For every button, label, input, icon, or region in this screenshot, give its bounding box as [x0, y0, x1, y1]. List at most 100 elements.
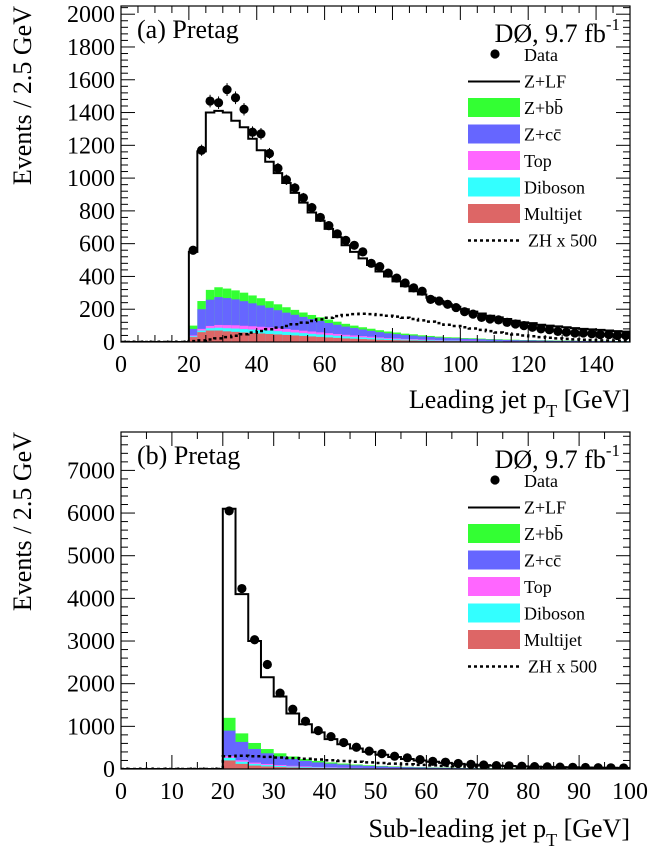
data-point [460, 307, 469, 316]
data-point [256, 129, 265, 138]
x-tick-label: 0 [115, 352, 127, 378]
x-tick-label: 40 [313, 779, 337, 805]
legend-label: Z+LF [524, 72, 566, 92]
bar-multijet [265, 334, 273, 342]
legend-label: Z+cc̄ [524, 551, 561, 571]
x-axis-title-main: Sub-leading jet p [368, 814, 546, 843]
y-tick-label: 0 [103, 757, 115, 783]
y-axis-title: Events / 2.5 GeV [8, 432, 37, 611]
data-point [519, 321, 528, 330]
data-point [307, 203, 316, 212]
data-point [326, 732, 335, 741]
data-point [418, 287, 427, 296]
data-point [231, 93, 240, 102]
legend-swatch [468, 178, 520, 197]
data-point [409, 283, 418, 292]
legend-label: Z+cc̄ [524, 125, 561, 145]
y-tick-label: 1000 [67, 166, 115, 192]
bar-z-lf [435, 301, 443, 342]
legend-item-zh-x-500: ZH x 500 [468, 231, 597, 251]
x-tick-label: 80 [380, 352, 404, 378]
data-point [341, 236, 350, 245]
x-axis-title: Sub-leading jet pT [GeV] [368, 814, 630, 850]
data-point [339, 738, 348, 747]
data-point [189, 246, 198, 255]
y-tick-label: 2000 [67, 672, 115, 698]
data-point [299, 193, 308, 202]
bar-z-lf [426, 298, 434, 342]
data-point [606, 763, 615, 772]
data-point [545, 325, 554, 334]
legend-item-data: Data [490, 471, 558, 491]
bar-multijet [308, 336, 316, 342]
x-tick-label: 0 [115, 779, 127, 805]
x-tick-label: 100 [442, 352, 478, 378]
bar-multijet [223, 760, 236, 769]
data-point [426, 295, 435, 304]
experiment-label-main: DØ, 9.7 fb [495, 445, 606, 474]
legend-label: Multijet [524, 630, 582, 650]
legend-item-z-lf: Z+LF [468, 498, 566, 518]
data-point [543, 762, 552, 771]
x-tick-label: 50 [364, 779, 388, 805]
data-point [214, 98, 223, 107]
data-point [350, 241, 359, 250]
data-point [250, 635, 259, 644]
legend-label: Diboson [524, 604, 585, 624]
data-point [553, 327, 562, 336]
legend-swatch [468, 524, 520, 543]
y-tick-label: 0 [103, 330, 115, 356]
data-point [468, 310, 477, 319]
x-axis-title-unit: [GeV] [557, 814, 630, 843]
legend-marker [490, 475, 499, 484]
y-tick-label: 3000 [67, 629, 115, 655]
bar-multijet [214, 331, 222, 342]
data-point [536, 324, 545, 333]
y-tick-label: 6000 [67, 501, 115, 527]
panel-label: (a) Pretag [137, 15, 239, 44]
legend-item-top: Top [468, 151, 552, 171]
y-tick-label: 800 [79, 199, 115, 225]
data-point [316, 213, 325, 222]
legend-item-z-cc-: Z+cc̄ [468, 125, 561, 145]
data-point [275, 688, 284, 697]
data-point [511, 319, 520, 328]
legend-label: Data [524, 471, 558, 491]
legend-swatch [468, 551, 520, 570]
data-point [613, 331, 622, 340]
data-point [358, 247, 367, 256]
data-point [435, 296, 444, 305]
data-point [288, 705, 297, 714]
legend-item-top: Top [468, 577, 552, 597]
x-axis-title-sub: T [546, 830, 557, 850]
data-point [528, 323, 537, 332]
data-point [282, 175, 291, 184]
bar-multijet [316, 337, 324, 342]
bar-z-lf [443, 304, 451, 342]
x-tick-label: 60 [313, 352, 337, 378]
legend-marker [490, 49, 499, 58]
y-tick-label: 1600 [67, 68, 115, 94]
data-point [352, 743, 361, 752]
bar-multijet [257, 333, 265, 342]
x-axis-title-unit: [GeV] [557, 385, 630, 414]
bar-multijet [274, 334, 282, 342]
legend-item-z-cc-: Z+cc̄ [468, 551, 561, 571]
data-point [443, 300, 452, 309]
legend-swatch [468, 204, 520, 223]
data-point [197, 146, 206, 155]
data-point [494, 315, 503, 324]
legend-label: Diboson [524, 178, 585, 198]
data-point [384, 269, 393, 278]
legend-item-zh-x-500: ZH x 500 [468, 657, 597, 677]
x-tick-label: 70 [465, 779, 489, 805]
x-axis-title-main: Leading jet p [409, 385, 546, 414]
experiment-label-sup: -1 [606, 15, 620, 34]
data-point [454, 759, 463, 768]
data-point [587, 329, 596, 338]
data-point [225, 506, 234, 515]
